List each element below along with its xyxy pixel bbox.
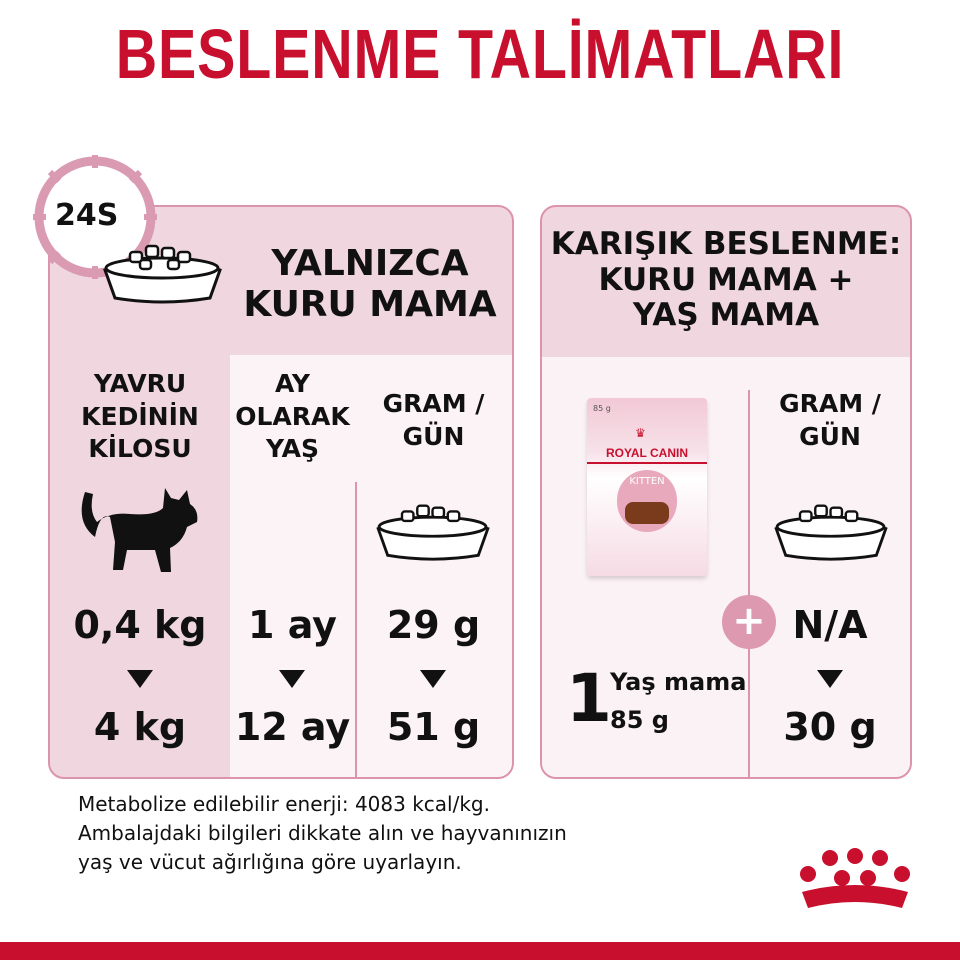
- table-white-area: [230, 355, 512, 777]
- gram-from: 29 g: [386, 603, 481, 647]
- pouch-chunks: [625, 502, 669, 524]
- pouch-product: KITTEN: [629, 476, 665, 487]
- heading-line: YALNIZCA: [271, 243, 469, 284]
- arrow-down-icon: [127, 670, 153, 688]
- column-header-gram: GRAM / GÜN: [355, 388, 512, 453]
- royal-canin-crown-logo: [800, 848, 910, 908]
- footer-line: yaş ve vücut ağırlığına göre uyarlayın.: [78, 850, 462, 874]
- age-from: 1 ay: [248, 603, 337, 647]
- pouch-brand: ROYAL CANIN: [605, 446, 688, 460]
- header-line: GÜN: [402, 421, 465, 451]
- header-line: KEDİNİN: [81, 401, 199, 431]
- header-line: YAŞ: [265, 434, 320, 463]
- bottom-red-bar: [0, 942, 960, 960]
- footer-line: Metabolize edilebilir enerji: 4083 kcal/…: [78, 792, 490, 816]
- mixed-dry-to: 30 g: [783, 705, 877, 749]
- clock-icon: [33, 155, 157, 279]
- header-line: OLARAK: [235, 401, 350, 431]
- header-line: AY: [274, 369, 311, 398]
- food-bowl-icon: [103, 244, 222, 304]
- age-to: 12 ay: [234, 705, 351, 749]
- header-line: GRAM /: [779, 389, 881, 418]
- header-line: KİLOSU: [88, 434, 192, 463]
- mixed-dry-from: N/A: [792, 603, 868, 647]
- page-title: BESLENME TALİMATLARI: [115, 15, 845, 93]
- column-header-weight: YAVRU KEDİNİN KİLOSU: [50, 368, 230, 466]
- arrow-down-icon: [279, 670, 305, 688]
- wet-food-pouch-image: 85 g ♛ ROYAL CANIN KITTEN: [587, 398, 707, 576]
- pouch-weight: 85 g: [593, 404, 611, 413]
- column-header-age: AY OLARAK YAŞ: [230, 368, 355, 466]
- wet-weight: 85 g: [610, 706, 669, 734]
- mixed-heading: KARIŞIK BESLENME: KURU MAMA + YAŞ MAMA: [542, 226, 910, 334]
- arrow-down-icon: [420, 670, 446, 688]
- heading-line: KURU MAMA: [243, 284, 497, 326]
- pouch-stripe: [587, 462, 707, 464]
- dry-heading: YALNIZCA KURU MAMA: [220, 243, 512, 326]
- heading-line: YAŞ MAMA: [632, 297, 820, 334]
- dry-food-panel: YALNIZCA KURU MAMA: [48, 205, 514, 779]
- heading-line: KURU MAMA +: [598, 261, 854, 298]
- footer-note: Metabolize edilebilir enerji: 4083 kcal/…: [78, 790, 567, 877]
- plus-icon: +: [722, 595, 776, 649]
- footer-line: Ambalajdaki bilgileri dikkate alın ve ha…: [78, 821, 567, 845]
- header-line: GRAM /: [382, 389, 485, 418]
- kitten-silhouette-icon: [81, 488, 198, 572]
- heading-line: KARIŞIK BESLENME:: [550, 226, 902, 262]
- weight-from: 0,4 kg: [73, 603, 207, 647]
- wet-label: Yaş mama: [610, 668, 747, 696]
- column-divider: [748, 390, 750, 777]
- wet-count: 1: [566, 660, 612, 737]
- gram-to: 51 g: [386, 705, 481, 749]
- crown-logo-icon: ♛: [635, 426, 646, 440]
- header-line: YAVRU: [93, 369, 187, 398]
- weight-to: 4 kg: [93, 705, 187, 749]
- arrow-down-icon: [817, 670, 843, 688]
- clock-label: 24S: [55, 198, 119, 233]
- food-bowl-icon: [376, 504, 490, 561]
- food-bowl-icon: [774, 504, 888, 561]
- column-divider: [355, 482, 357, 777]
- column-header-gram: GRAM / GÜN: [748, 388, 912, 453]
- header-line: GÜN: [799, 421, 861, 451]
